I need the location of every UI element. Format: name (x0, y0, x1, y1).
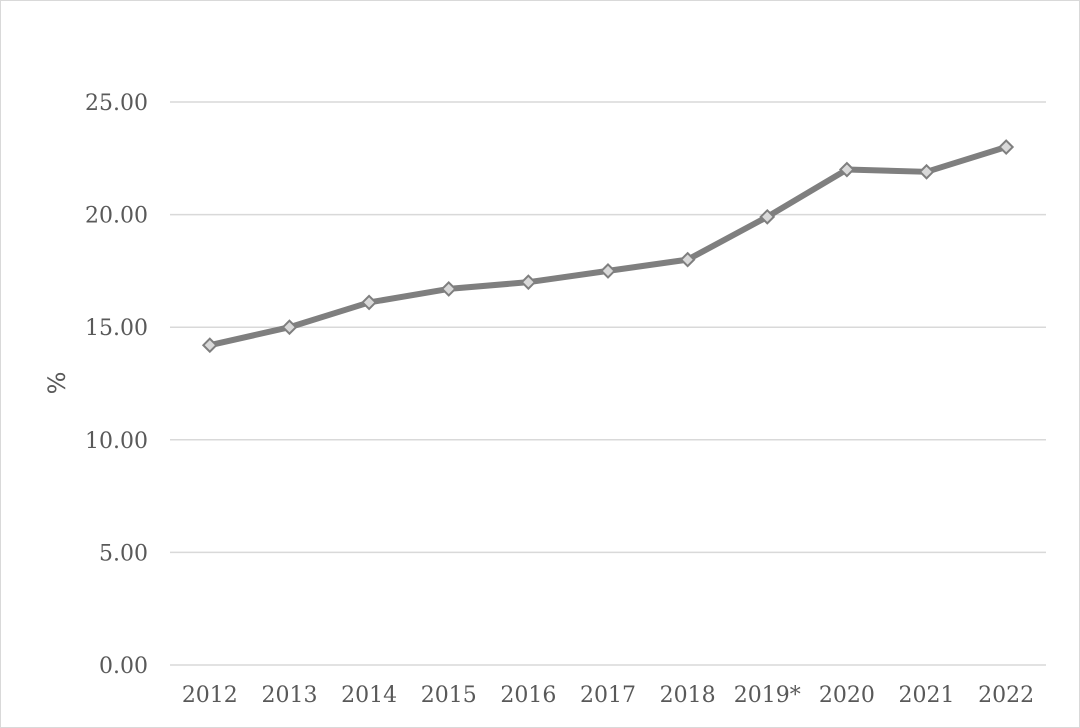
y-tick-label: 5.00 (99, 541, 148, 566)
data-point (520, 274, 537, 291)
data-point (998, 139, 1015, 155)
y-tick-label: 20.00 (85, 204, 148, 229)
y-tick-label: 25.00 (85, 91, 148, 116)
y-tick-label: 10.00 (85, 429, 148, 454)
gridlines (170, 101, 1046, 666)
data-point (361, 294, 378, 311)
series-group (201, 139, 1015, 354)
data-point (281, 319, 298, 336)
x-tick-label: 2022 (978, 683, 1034, 708)
series-line (206, 144, 1010, 349)
x-tick-label: 2016 (500, 683, 556, 708)
x-tick-label: 2013 (261, 683, 317, 708)
x-tick-label: 2021 (899, 683, 955, 708)
x-tick-label: 2015 (421, 683, 477, 708)
data-point (201, 337, 218, 354)
data-point (440, 281, 457, 297)
x-tick-label: 2018 (660, 683, 716, 708)
y-axis-tick-labels: 0.00 5.00 10.00 15.00 20.00 25.00 (85, 91, 148, 679)
x-tick-label: 2017 (580, 683, 636, 708)
x-tick-label: 2019* (734, 683, 801, 708)
y-tick-label: 0.00 (99, 654, 148, 679)
y-tick-label: 15.00 (85, 316, 148, 341)
y-axis-label: % (43, 372, 71, 395)
data-point (679, 251, 696, 268)
data-point (600, 262, 616, 279)
x-tick-label: 2014 (341, 683, 397, 708)
x-tick-label: 2020 (819, 683, 875, 708)
data-point (838, 161, 855, 178)
data-point (759, 208, 776, 225)
x-tick-label: 2012 (182, 683, 238, 708)
data-point (918, 163, 935, 180)
x-axis-tick-labels: 2012 2013 2014 2015 2016 2017 2018 2019* 2020 202… (182, 683, 1034, 708)
